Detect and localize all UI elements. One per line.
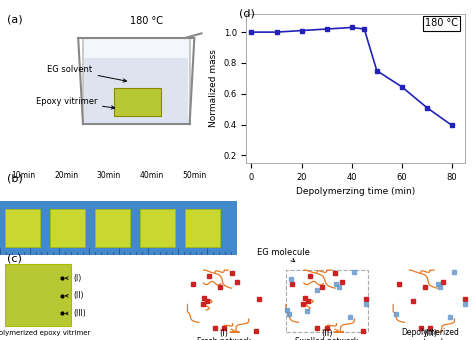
Y-axis label: Normalized mass: Normalized mass	[209, 49, 218, 128]
Text: EG solvent: EG solvent	[47, 66, 127, 82]
Text: Swelled network: Swelled network	[295, 337, 359, 340]
Text: Depolymerized epoxy vitrimer: Depolymerized epoxy vitrimer	[0, 330, 91, 336]
Text: (I): (I)	[220, 329, 228, 338]
Bar	[140, 209, 175, 246]
Bar	[185, 209, 220, 246]
Text: 20min: 20min	[55, 171, 78, 181]
Text: EG molecule: EG molecule	[256, 248, 310, 262]
Text: Epoxy vitrimer: Epoxy vitrimer	[36, 97, 115, 109]
Text: 180 °C: 180 °C	[425, 18, 458, 28]
Text: Fresh network: Fresh network	[197, 337, 251, 340]
Text: 180 °C: 180 °C	[130, 16, 164, 26]
Text: (II): (II)	[65, 291, 84, 300]
Text: (III): (III)	[65, 309, 86, 318]
Text: (a): (a)	[7, 15, 23, 24]
Bar	[5, 264, 71, 326]
FancyBboxPatch shape	[84, 57, 189, 123]
Bar	[393, 270, 466, 332]
Text: 40min: 40min	[139, 171, 164, 181]
Text: 50min: 50min	[182, 171, 207, 181]
FancyBboxPatch shape	[83, 38, 190, 124]
Text: (d): (d)	[239, 8, 255, 18]
Text: (c): (c)	[7, 253, 22, 264]
Bar	[50, 209, 85, 246]
Bar	[5, 209, 40, 246]
Text: (III): (III)	[423, 329, 437, 338]
Text: 10min: 10min	[12, 171, 36, 181]
Bar	[114, 88, 161, 116]
Text: Depolymerized
network: Depolymerized network	[401, 328, 459, 340]
X-axis label: Depolymerzing time (min): Depolymerzing time (min)	[296, 187, 415, 197]
Text: 30min: 30min	[97, 171, 121, 181]
Bar	[286, 270, 368, 332]
Text: (I): (I)	[65, 274, 82, 283]
Text: (II): (II)	[321, 329, 333, 338]
Bar	[95, 209, 130, 246]
Bar	[0, 201, 237, 255]
Bar	[188, 270, 261, 332]
Text: (b): (b)	[7, 173, 23, 183]
